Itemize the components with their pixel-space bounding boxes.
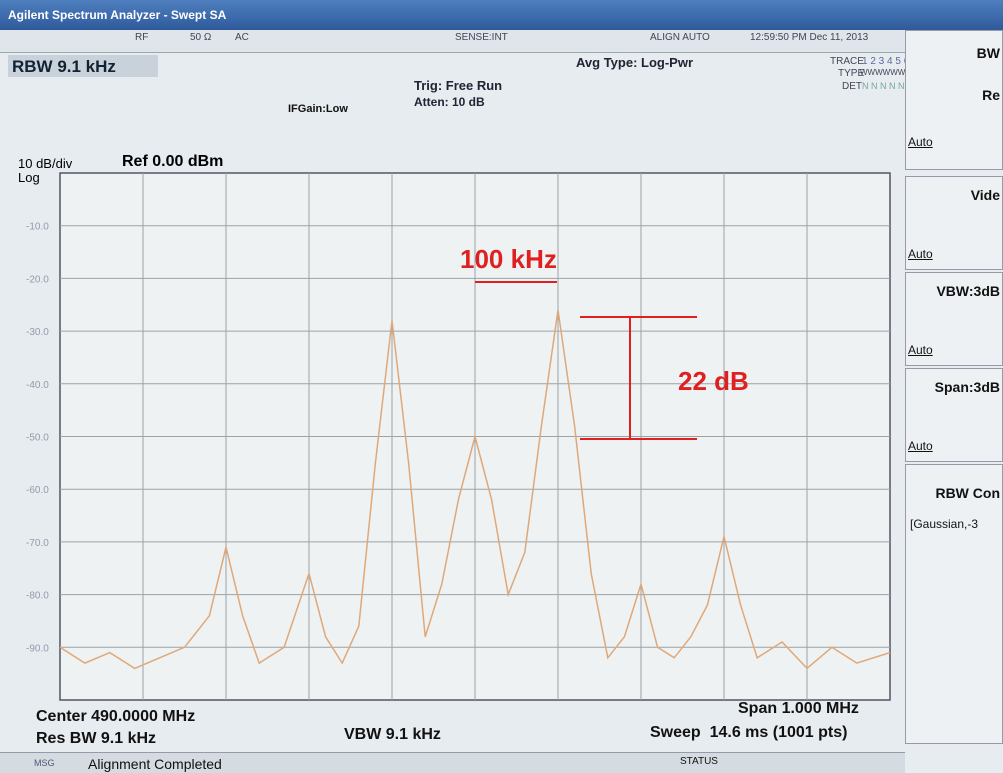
y-tick-label: -50.0	[26, 433, 49, 444]
y-tick-label: -60.0	[26, 485, 49, 496]
softkey-value: [Gaussian,-3	[910, 517, 978, 531]
softkey-title: Span:3dB	[935, 379, 1000, 395]
y-tick-label: -70.0	[26, 538, 49, 549]
msg-label: MSG	[34, 758, 55, 768]
annotation: 22 dB	[678, 366, 749, 396]
softkey-value: Auto	[908, 439, 933, 453]
y-tick-label: -20.0	[26, 274, 49, 285]
softkey-title: RBW Con	[935, 485, 1000, 501]
softkey-title: BW	[977, 45, 1000, 61]
span: Span 1.000 MHz	[738, 700, 859, 718]
softkey[interactable]: Span:3dB Auto	[905, 368, 1003, 462]
vbw: VBW 9.1 kHz	[344, 726, 441, 744]
y-tick-label: -40.0	[26, 380, 49, 391]
softkey-sub: Re	[982, 87, 1000, 103]
softkey[interactable]: VBW:3dB Auto	[905, 272, 1003, 366]
softkey-title: Vide	[971, 187, 1000, 203]
scale: 10 dB/div	[18, 156, 73, 171]
y-tick-label: -30.0	[26, 327, 49, 338]
y-tick-label: -90.0	[26, 643, 49, 654]
center: Center 490.0000 MHz	[36, 708, 195, 726]
softkey-value: Auto	[908, 135, 933, 149]
y-tick-label: -80.0	[26, 591, 49, 602]
softkey[interactable]: RBW Con [Gaussian,-3	[905, 464, 1003, 744]
softkey-value: Auto	[908, 343, 933, 357]
sweep: Sweep 14.6 ms (1001 pts)	[650, 724, 847, 742]
spectrum-chart: 10 dB/div Log Ref 0.00 dBm -10.0 -20.0 -30…	[0, 0, 905, 772]
res-bw: Res BW 9.1 kHz	[36, 730, 156, 748]
page: {"header":{"title":"Agilent Spectrum Ana…	[0, 0, 1003, 772]
ref-level: Ref 0.00 dBm	[122, 153, 223, 170]
softkey[interactable]: Vide Auto	[905, 176, 1003, 270]
softkey-title: VBW:3dB	[936, 283, 1000, 299]
log-label: Log	[18, 170, 40, 185]
status: STATUS	[680, 756, 718, 767]
softkey-value: Auto	[908, 247, 933, 261]
softkey[interactable]: BW Re Auto	[905, 30, 1003, 170]
message: Alignment Completed	[88, 756, 222, 772]
y-tick-label: -10.0	[26, 222, 49, 233]
annotation: 100 kHz	[460, 244, 557, 274]
